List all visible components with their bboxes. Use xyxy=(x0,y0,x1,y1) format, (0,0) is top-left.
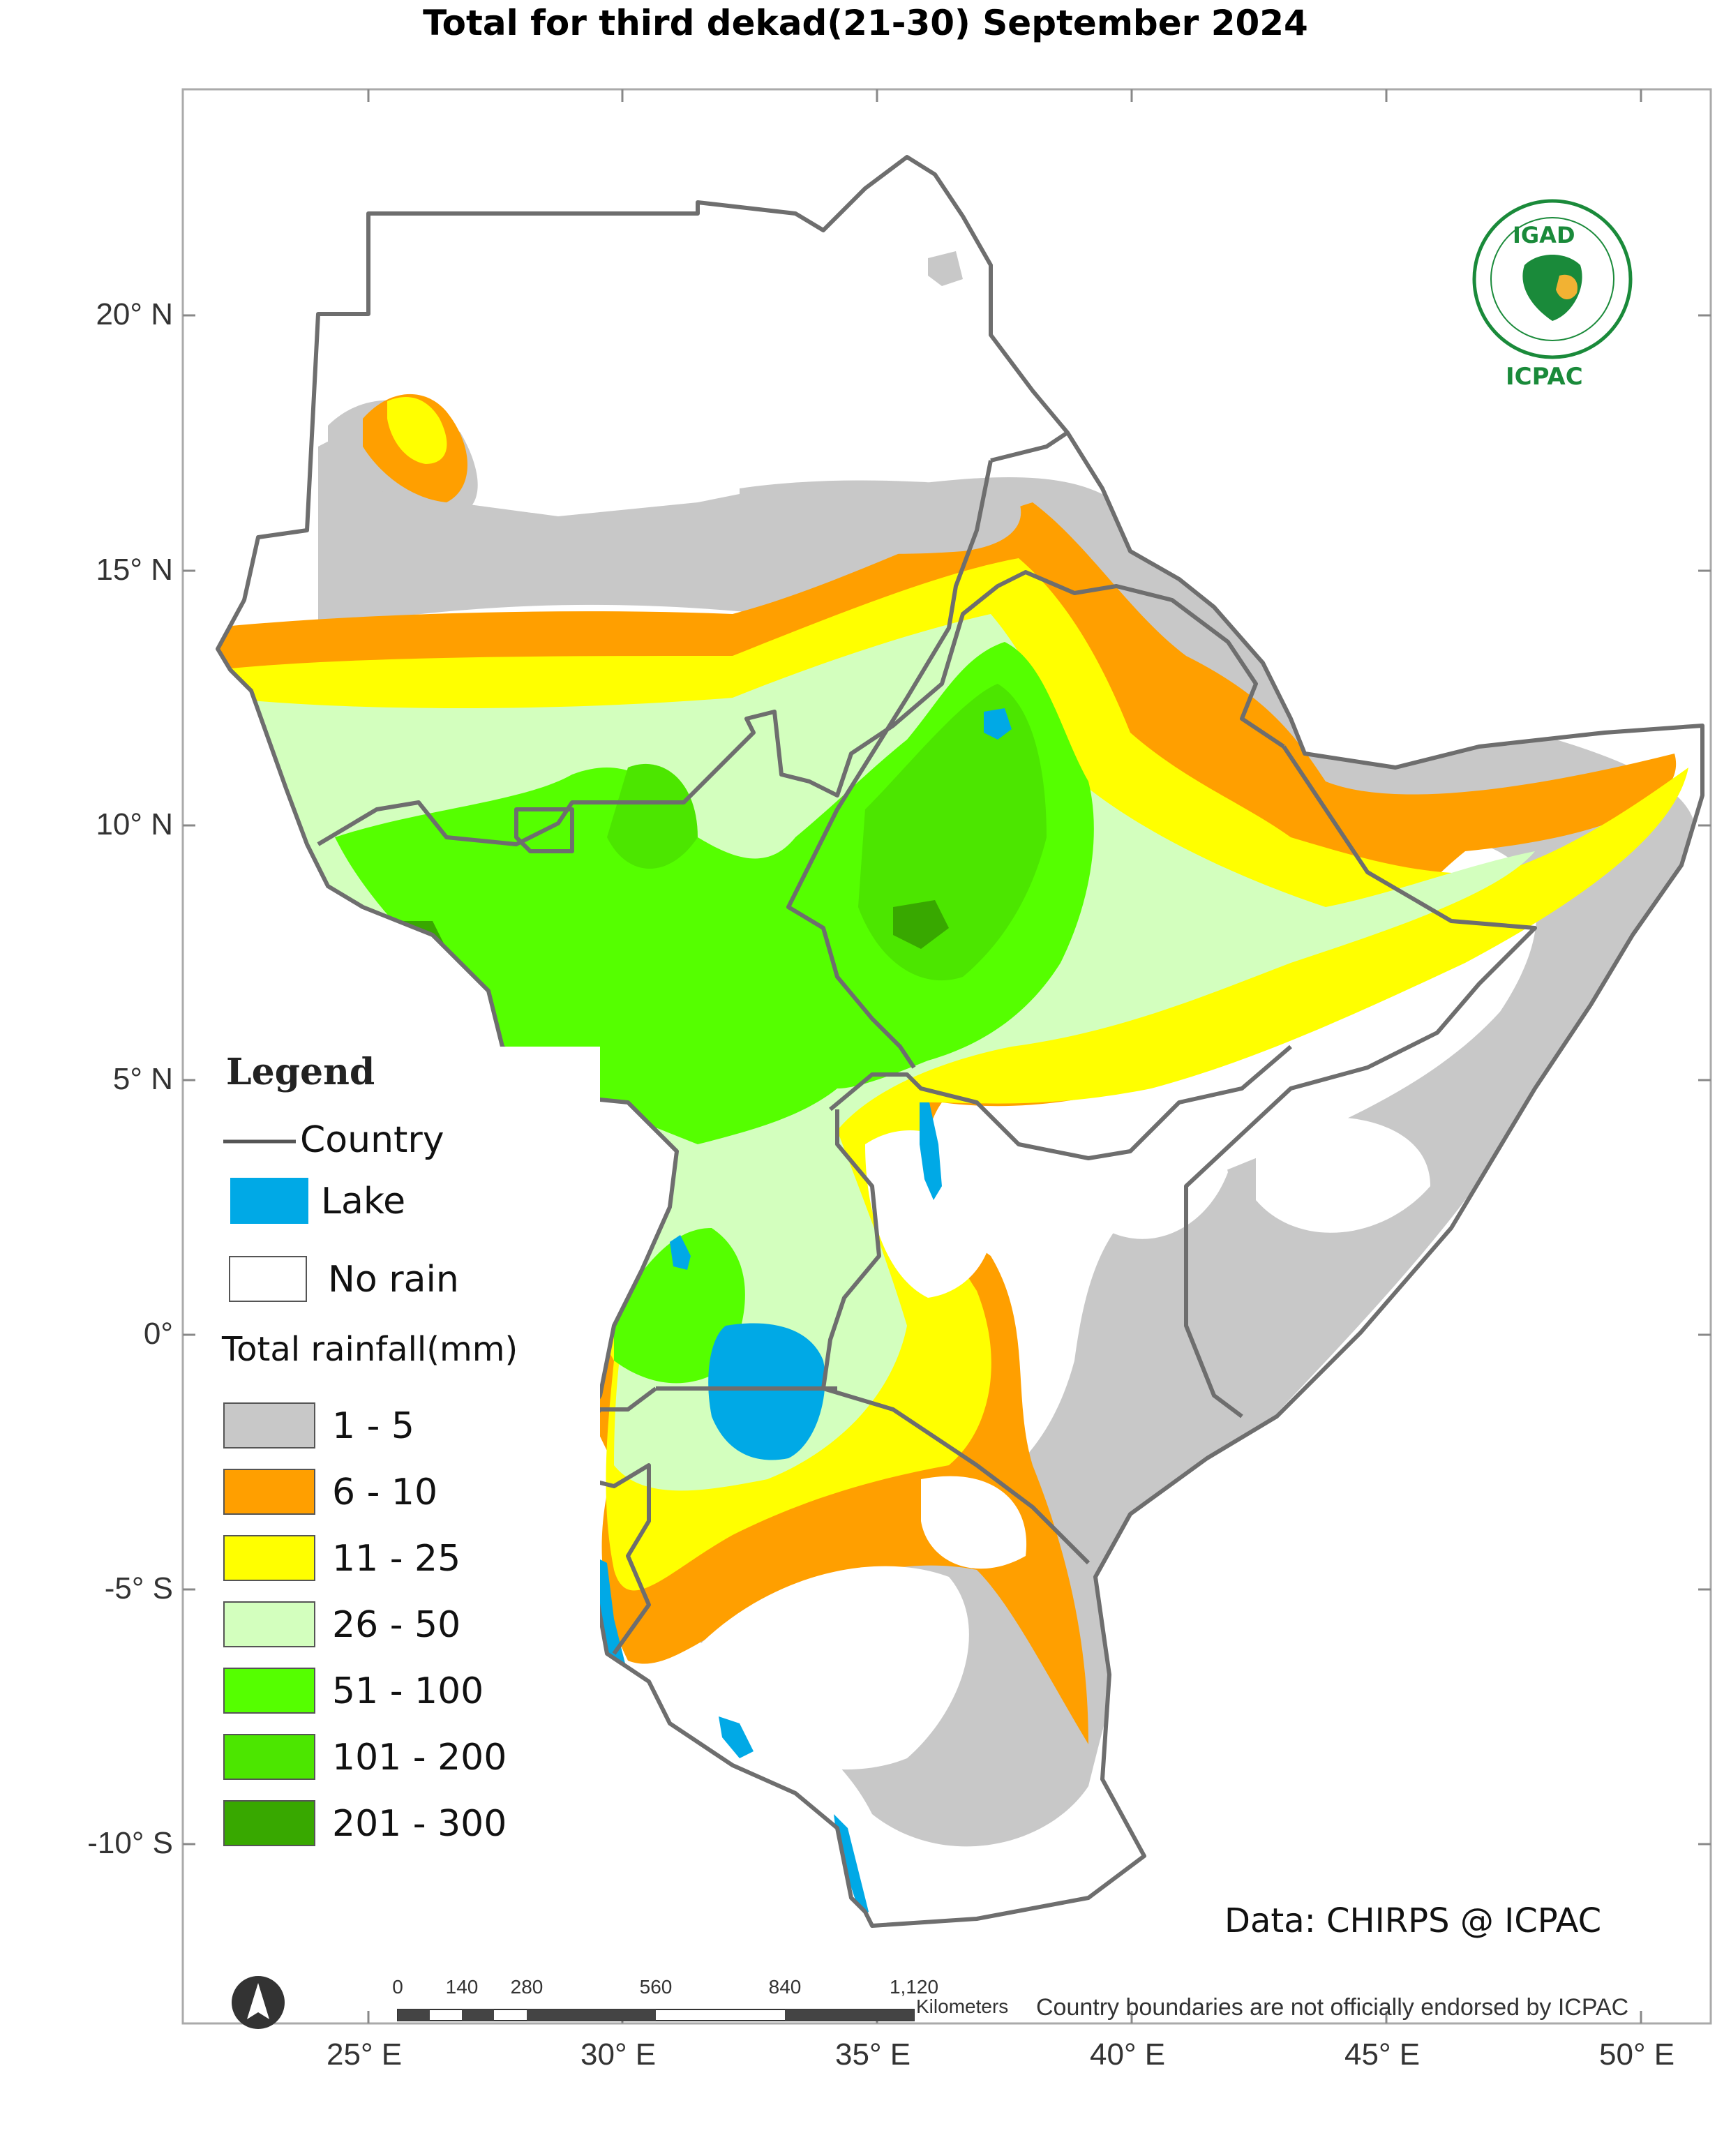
legend-country-label: Country xyxy=(300,1119,444,1161)
latitude-label: 10° N xyxy=(96,807,173,841)
boundary-disclaimer: Country boundaries are not officially en… xyxy=(1036,1994,1629,2021)
igad-logo xyxy=(1472,199,1633,359)
lake-turkana xyxy=(920,1102,942,1200)
lake-tanganyika xyxy=(593,1556,670,1772)
longitude-label: 40° E xyxy=(1090,2037,1166,2072)
rain-class-51-100 xyxy=(335,642,1094,1144)
lake-tana xyxy=(984,708,1012,740)
scalebar-tick: 280 xyxy=(510,1976,544,1998)
legend-class-label: 11 - 25 xyxy=(332,1538,461,1580)
lake-albert xyxy=(670,1235,691,1270)
longitude-label: 35° E xyxy=(835,2037,911,2072)
scalebar-tick: 1,120 xyxy=(889,1976,939,1998)
legend-heading: Legend xyxy=(226,1051,375,1093)
legend-class-swatch xyxy=(223,1469,315,1515)
lake-swatch xyxy=(230,1178,308,1224)
rain-class-1-5 xyxy=(318,423,1696,1847)
legend-class-label: 51 - 100 xyxy=(332,1670,484,1712)
logo-text-igad: IGAD xyxy=(1513,222,1575,248)
legend-total-label: Total rainfall(mm) xyxy=(222,1330,518,1369)
logo-text-icpac: ICPAC xyxy=(1506,363,1583,391)
latitude-label: 20° N xyxy=(96,297,173,331)
latitude-label: -5° S xyxy=(104,1571,173,1605)
north-arrow-icon xyxy=(232,1976,285,2029)
lake-malawi xyxy=(834,1814,869,1919)
map-title: Total for third dekad(21-30) September 2… xyxy=(423,3,1308,43)
country-borders xyxy=(218,157,1702,1926)
longitude-label: 45° E xyxy=(1344,2037,1421,2072)
longitude-label: 25° E xyxy=(327,2037,403,2072)
legend-class-swatch xyxy=(223,1402,315,1448)
no-rain-south xyxy=(698,1566,969,1770)
legend-class-swatch xyxy=(223,1734,315,1780)
longitude-label: 50° E xyxy=(1599,2037,1675,2072)
legend-class-swatch xyxy=(223,1800,315,1846)
scalebar-unit: Kilometers xyxy=(916,1996,1009,2017)
legend-class-swatch xyxy=(223,1668,315,1714)
scalebar-tick: 840 xyxy=(768,1976,802,1998)
legend-class-label: 6 - 10 xyxy=(332,1472,438,1513)
latitude-label: 15° N xyxy=(96,553,173,587)
legend-class-label: 101 - 200 xyxy=(332,1737,507,1779)
longitude-label: 30° E xyxy=(580,2037,657,2072)
legend-class-swatch xyxy=(223,1601,315,1647)
lake-rukwa xyxy=(719,1716,754,1758)
latitude-label: 5° N xyxy=(112,1062,173,1096)
latitude-label: 0° xyxy=(143,1317,173,1351)
legend-class-label: 26 - 50 xyxy=(332,1604,461,1646)
no-rain-swatch xyxy=(229,1256,307,1302)
latitude-label: -10° S xyxy=(87,1826,173,1860)
data-credit: Data: CHIRPS @ ICPAC xyxy=(1224,1901,1602,1940)
legend-class-label: 201 - 300 xyxy=(332,1803,507,1845)
legend: Legend Country Lake No rain Total rainfa… xyxy=(209,1047,600,1863)
legend-class-swatch xyxy=(223,1535,315,1581)
legend-no-rain-label: No rain xyxy=(328,1259,459,1301)
legend-lake-label: Lake xyxy=(321,1181,406,1222)
scalebar-tick: 560 xyxy=(639,1976,673,1998)
lake-victoria xyxy=(708,1323,825,1460)
scale-bar xyxy=(397,2009,915,2021)
legend-class-label: 1 - 5 xyxy=(332,1405,414,1447)
scalebar-tick: 140 xyxy=(445,1976,479,1998)
scalebar-tick: 0 xyxy=(392,1976,403,1998)
rainfall-layer xyxy=(218,157,1696,1919)
